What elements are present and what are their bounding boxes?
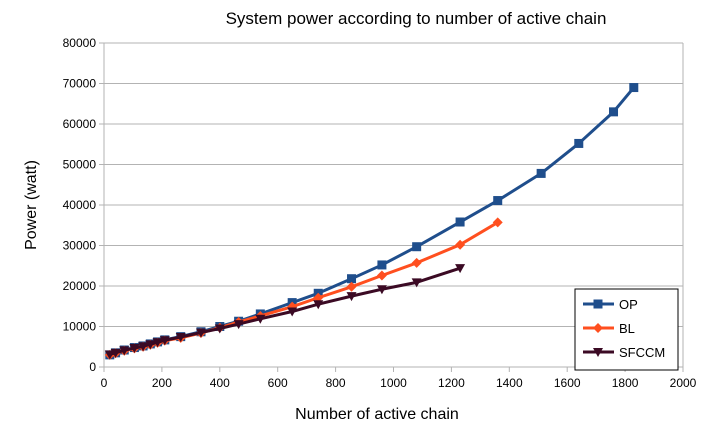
axis-layer <box>99 42 684 372</box>
legend-entry-sfccm: SFCCM <box>583 345 665 360</box>
data-point-op <box>412 242 422 252</box>
legend-label: BL <box>619 321 635 336</box>
y-tick-label: 30000 <box>63 239 97 253</box>
x-tick-label: 1600 <box>554 376 581 390</box>
series-line-sfccm <box>109 266 461 356</box>
data-point-sfccm <box>175 333 186 343</box>
x-tick-label: 0 <box>101 376 108 390</box>
x-tick-label: 1800 <box>612 376 639 390</box>
data-point-sfccm <box>376 285 387 295</box>
data-point-sfccm <box>119 346 130 356</box>
data-point-sfccm <box>104 350 115 360</box>
data-point-sfccm <box>110 348 121 358</box>
series-sfccm <box>104 264 466 360</box>
data-point-sfccm <box>129 343 140 353</box>
series-layer <box>104 83 639 360</box>
x-tick-label: 600 <box>268 376 288 390</box>
data-point-bl <box>411 257 422 268</box>
data-point-sfccm <box>159 336 170 346</box>
data-point-sfccm <box>233 320 244 330</box>
legend-items: OP BL SFCCM <box>583 297 665 360</box>
data-point-sfccm <box>152 338 163 348</box>
data-point-bl <box>455 239 466 250</box>
series-line-bl <box>109 221 499 357</box>
data-point-sfccm <box>255 314 266 324</box>
data-point-bl <box>492 217 503 228</box>
y-tick-labels: 0 10000 20000 30000 40000 50000 60000 70000 8000… <box>63 36 97 374</box>
y-tick-label: 50000 <box>63 158 97 172</box>
y-tick-label: 70000 <box>63 77 97 91</box>
data-point-sfccm <box>313 300 324 310</box>
y-tick-label: 10000 <box>63 320 97 334</box>
data-point-sfccm <box>287 307 298 317</box>
chart-title: System power according to number of acti… <box>226 9 607 28</box>
data-point-op <box>629 83 639 93</box>
data-point-sfccm <box>214 324 225 334</box>
data-point-sfccm <box>138 342 149 352</box>
legend-label: SFCCM <box>619 345 665 360</box>
x-tick-labels: 0 200 400 600 800 1000 1200 1400 1600 1800 2000 <box>101 376 697 390</box>
data-point-bl <box>376 270 387 281</box>
data-point-op <box>536 168 546 178</box>
legend: OP BL SFCCM <box>574 288 679 371</box>
x-tick-label: 800 <box>326 376 346 390</box>
legend-entry-bl: BL <box>583 321 635 336</box>
data-point-sfccm <box>411 278 422 288</box>
data-point-bl <box>346 281 357 292</box>
data-point-sfccm <box>195 328 206 338</box>
data-point-op <box>347 274 357 284</box>
x-tick-label: 200 <box>152 376 172 390</box>
data-point-sfccm <box>455 264 466 274</box>
data-point-op <box>493 196 503 206</box>
legend-swatch-marker <box>593 323 603 333</box>
y-tick-label: 40000 <box>63 198 97 212</box>
x-tick-label: 400 <box>210 376 230 390</box>
legend-label: OP <box>619 297 638 312</box>
legend-swatch-marker <box>593 348 603 357</box>
legend-swatch-marker <box>593 299 603 309</box>
x-axis-title: Number of active chain <box>295 406 459 423</box>
data-point-op <box>377 260 387 270</box>
y-tick-label: 0 <box>89 360 96 374</box>
y-tick-label: 20000 <box>63 279 97 293</box>
x-tick-label: 1400 <box>496 376 523 390</box>
legend-entry-op: OP <box>583 297 638 312</box>
x-tick-label: 2000 <box>670 376 697 390</box>
data-point-op <box>574 138 584 148</box>
x-tick-label: 1000 <box>380 376 407 390</box>
grid-layer <box>104 42 683 368</box>
y-tick-label: 60000 <box>63 117 97 131</box>
x-tick-label: 1200 <box>438 376 465 390</box>
data-point-sfccm <box>346 292 357 302</box>
data-point-op <box>455 217 465 227</box>
y-axis-title: Power (watt) <box>23 160 40 250</box>
series-line-op <box>109 86 635 357</box>
data-point-op <box>609 107 619 117</box>
y-tick-label: 80000 <box>63 36 97 50</box>
data-point-sfccm <box>145 340 156 350</box>
